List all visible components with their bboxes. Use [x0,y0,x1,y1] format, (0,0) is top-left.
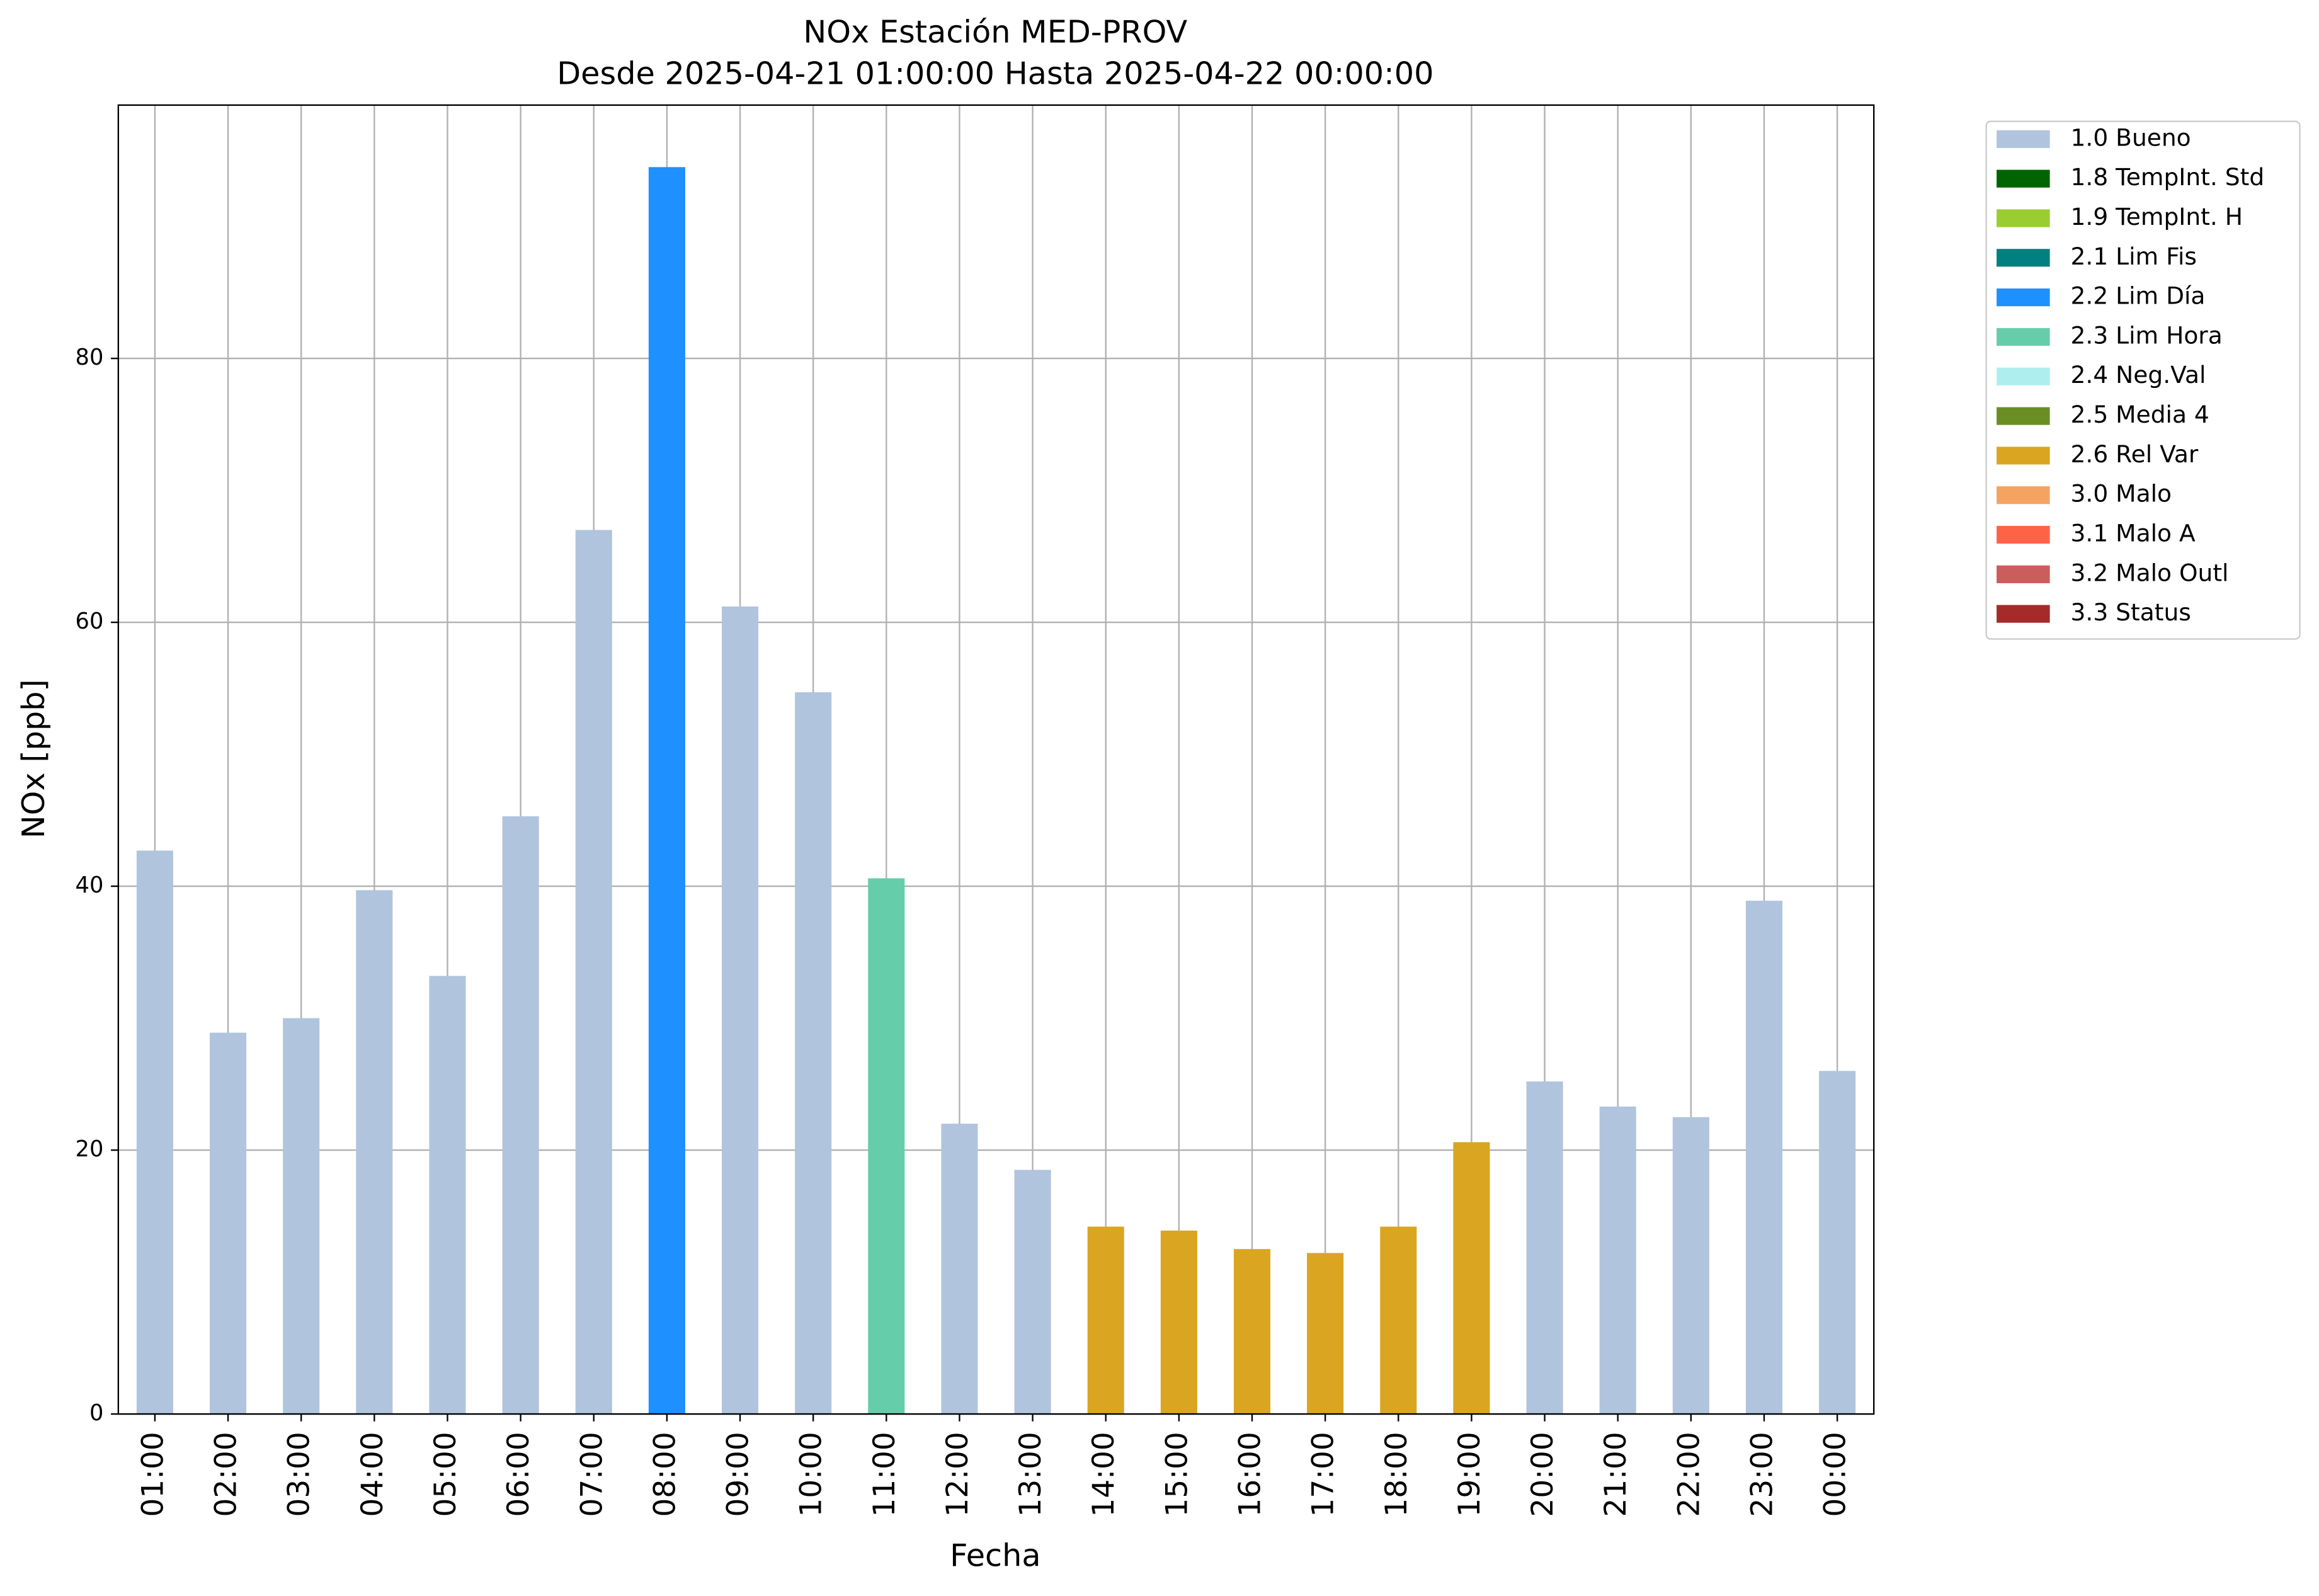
x-tick-label: 17:00 [1306,1432,1341,1517]
legend-swatch [1997,367,2050,385]
x-tick-label: 15:00 [1160,1432,1194,1517]
x-tick-label: 06:00 [501,1432,536,1517]
legend-label: 3.2 Malo Outl [2071,559,2229,586]
x-tick-label: 08:00 [647,1432,682,1517]
y-tick-label: 40 [76,872,104,898]
legend-swatch [1997,169,2050,188]
bar [136,850,173,1415]
x-tick-label: 03:00 [282,1432,317,1517]
chart-subtitle: Desde 2025-04-21 01:00:00 Hasta 2025-04-… [557,55,1433,91]
x-axis-label: Fecha [950,1537,1041,1573]
bar [1745,901,1783,1415]
x-tick-label: 10:00 [794,1432,829,1517]
x-tick-label: 22:00 [1672,1432,1706,1517]
bar [356,890,393,1415]
bar [868,878,905,1415]
bar [795,692,832,1415]
x-tick-label: 00:00 [1818,1432,1853,1517]
bar [722,606,759,1415]
legend-swatch [1997,209,2050,227]
legend-swatch [1997,605,2050,623]
bar [941,1124,978,1415]
legend-swatch [1997,565,2050,583]
legend-label: 2.6 Rel Var [2071,440,2199,468]
legend-swatch [1997,288,2050,307]
x-tick-label: 04:00 [355,1432,390,1517]
legend-label: 3.0 Malo [2071,480,2172,508]
y-axis-label: NOx [ppb] [15,679,52,838]
bar [1307,1253,1344,1415]
x-tick-label: 09:00 [721,1432,756,1517]
legend-label: 2.2 Lim Día [2071,282,2206,310]
legend-swatch [1997,525,2050,544]
bar [1014,1170,1051,1415]
chart-title: NOx Estación MED-PROV [803,14,1187,50]
bar [429,976,466,1415]
bar [1380,1226,1417,1415]
legend-label: 1.9 TempInt. H [2071,203,2243,231]
plot-frame [117,104,1875,1415]
legend-swatch [1997,447,2050,465]
y-tick-label: 80 [76,345,104,370]
legend-label: 3.3 Status [2071,598,2191,626]
bars [136,167,1856,1415]
bar [1087,1226,1124,1415]
bar [1453,1142,1490,1415]
x-tick-label: 05:00 [428,1432,463,1517]
legend-label: 2.4 Neg.Val [2071,361,2206,389]
x-tick-label: 23:00 [1745,1432,1779,1517]
bar [283,1018,320,1415]
legend-swatch [1997,328,2050,346]
x-tick-label: 01:00 [135,1432,170,1517]
legend-swatch [1997,486,2050,504]
x-tick-label: 14:00 [1086,1432,1121,1517]
y-tick-label: 60 [76,608,104,634]
bar [648,167,685,1415]
bar [1599,1106,1636,1415]
x-tick-label: 11:00 [867,1432,902,1517]
x-tick-label: 21:00 [1598,1432,1633,1517]
x-tick-label: 20:00 [1525,1432,1560,1517]
legend-label: 2.5 Media 4 [2071,401,2209,428]
bar [1160,1230,1197,1415]
axes: 0 20 40 60 80 01:00 02:00 03:00 04:00 05:00 06:00 0… [76,345,1853,1517]
x-tick-label: 07:00 [574,1432,609,1517]
legend-label: 3.1 Malo A [2071,520,2196,547]
bar [210,1032,247,1415]
legend-label: 2.1 Lim Fis [2071,242,2197,270]
bar [1526,1081,1563,1415]
y-tick-label: 20 [76,1136,104,1162]
bar [1233,1249,1271,1415]
legend-swatch [1997,407,2050,425]
bar [1672,1117,1709,1415]
bar [1819,1071,1856,1415]
x-tick-label: 02:00 [209,1432,244,1517]
legend-box [1985,120,2301,640]
x-tick-label: 13:00 [1013,1432,1048,1517]
legend-swatch [1997,130,2050,148]
bar [575,530,612,1415]
x-tick-label: 12:00 [940,1432,975,1517]
bar [502,816,539,1415]
y-tick-label: 0 [89,1400,103,1426]
legend-label: 2.3 Lim Hora [2071,321,2223,349]
legend: 1.0 Bueno 1.8 TempInt. Std 1.9 TempInt. H 2… [1985,120,2301,640]
legend-swatch [1997,249,2050,267]
legend-label: 1.8 TempInt. Std [2071,163,2265,191]
x-tick-label: 19:00 [1452,1432,1487,1517]
x-tick-label: 16:00 [1233,1432,1268,1517]
legend-label: 1.0 Bueno [2071,123,2191,151]
x-tick-label: 18:00 [1379,1432,1414,1517]
